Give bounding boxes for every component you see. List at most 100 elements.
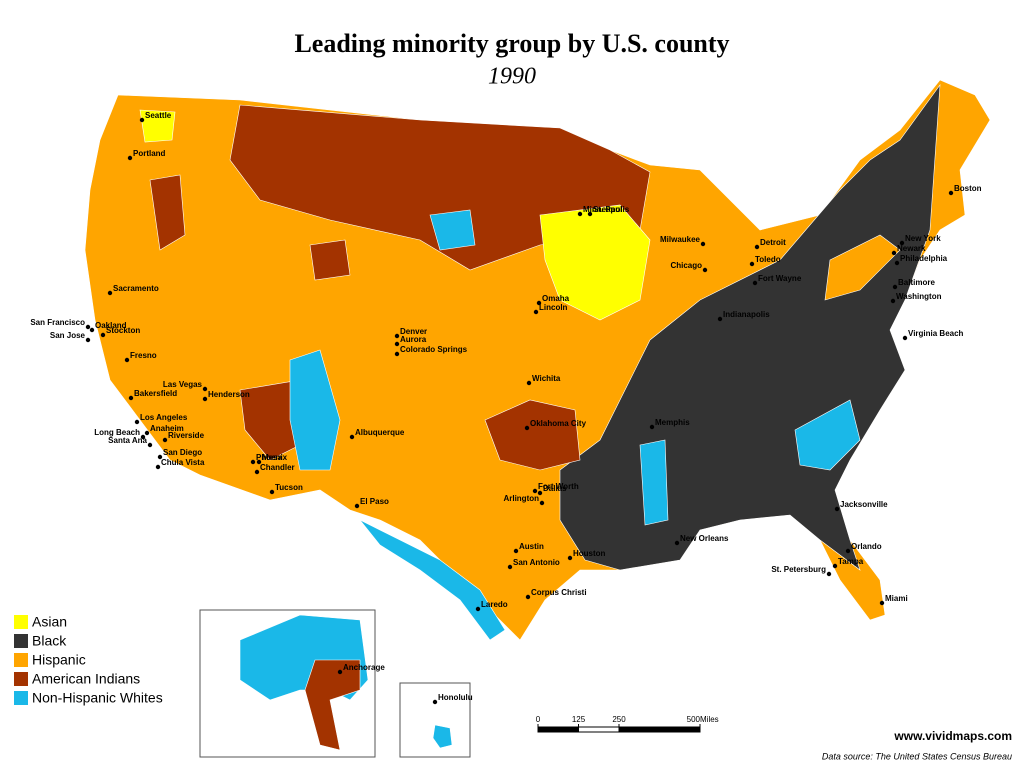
city-dot (256, 459, 262, 465)
scale-segment (619, 727, 700, 732)
city-dot (899, 240, 905, 246)
city-label: Dallas (543, 484, 567, 493)
city-dot (85, 337, 91, 343)
scale-segment (538, 727, 579, 732)
non-hispanic-white-area (794, 399, 861, 471)
city-label: Los Angeles (140, 413, 188, 422)
alaska-indian-area (304, 659, 361, 751)
city-label: Chicago (670, 261, 702, 270)
city-label: Toledo (755, 255, 781, 264)
city-label: Seattle (145, 111, 172, 120)
city-dot (754, 244, 760, 250)
scale-label: 0 (536, 715, 541, 724)
city-dot (700, 241, 706, 247)
city-dot (432, 699, 438, 705)
city-label: Honolulu (438, 693, 473, 702)
city-dot (127, 155, 133, 161)
city-dot (202, 396, 208, 402)
non-hispanic-white-area (289, 349, 341, 471)
city-label: Philadelphia (900, 254, 948, 263)
city-label: Fresno (130, 351, 157, 360)
city-label: Jacksonville (840, 500, 888, 509)
city-dot (533, 309, 539, 315)
city-dot (894, 260, 900, 266)
legend: Asian Black Hispanic American Indians Non-Hi… (14, 614, 163, 706)
city-dot (832, 563, 838, 569)
asian-area (539, 204, 651, 321)
city-dot (394, 333, 400, 339)
city-dot (475, 606, 481, 612)
credit: www.vividmaps.com (893, 729, 1012, 743)
american-indian-area (149, 174, 186, 251)
city-label: Virginia Beach (908, 329, 964, 338)
city-label: Tucson (275, 483, 303, 492)
city-label: Memphis (655, 418, 690, 427)
american-indian-area (309, 239, 351, 281)
city-dot (674, 540, 680, 546)
city-label: Las Vegas (163, 380, 203, 389)
city-label: Riverside (168, 431, 205, 440)
city-label: New York (905, 234, 941, 243)
city-label: Oakland (95, 321, 127, 330)
city-label: Tampa (838, 557, 864, 566)
city-label: Laredo (481, 600, 508, 609)
city-dot (254, 469, 260, 475)
city-dot (349, 434, 355, 440)
city-dot (107, 290, 113, 296)
city-dot (139, 117, 145, 123)
city-label: Albuquerque (355, 428, 405, 437)
us-map (84, 79, 991, 641)
non-hispanic-white-area (639, 439, 669, 526)
city-label: Milwaukee (660, 235, 701, 244)
city-dot (524, 425, 530, 431)
city-label: New Orleans (680, 534, 729, 543)
legend-swatch (14, 653, 28, 667)
city-label: Chandler (260, 463, 295, 472)
city-label: Minneapolis (583, 205, 630, 214)
city-label: Boston (954, 184, 982, 193)
city-dot (507, 564, 513, 570)
hawaii-area (432, 724, 453, 749)
city-label: Miami (885, 594, 908, 603)
legend-swatch (14, 634, 28, 648)
legend-swatch (14, 615, 28, 629)
city-label: Corpus Christi (531, 588, 587, 597)
legend-label: Hispanic (32, 652, 86, 668)
legend-label: American Indians (32, 671, 140, 687)
city-label: Oklahoma City (530, 419, 587, 428)
city-dot (649, 424, 655, 430)
city-label: Austin (519, 542, 544, 551)
legend-label: Asian (32, 614, 67, 630)
city-dot (134, 419, 140, 425)
city-dot (891, 250, 897, 256)
city-dot (394, 341, 400, 347)
city-dot (202, 386, 208, 392)
city-dot (717, 316, 723, 322)
city-label: Chula Vista (161, 458, 205, 467)
city-label: Aurora (400, 335, 427, 344)
scale-unit: Miles (700, 715, 719, 724)
data-source: Data source: The United States Census Bu… (822, 751, 1012, 761)
city-label: Houston (573, 549, 606, 558)
non-hispanic-white-area (359, 519, 506, 641)
city-dot (532, 488, 538, 494)
legend-swatch (14, 691, 28, 705)
city-label: San Antonio (513, 558, 560, 567)
city-dot (577, 211, 583, 217)
city-label: San Jose (50, 331, 86, 340)
city-dot (948, 190, 954, 196)
city-label: Long Beach (94, 428, 140, 437)
city-label: Detroit (760, 238, 786, 247)
scale-label: 250 (612, 715, 626, 724)
city-dot (128, 395, 134, 401)
city-dot (539, 500, 545, 506)
city-dot (567, 555, 573, 561)
legend-swatch (14, 672, 28, 686)
city-labels: Seattle Portland Sacramento San Francisco Oa… (30, 111, 982, 705)
city-label: San Diego (163, 448, 202, 457)
city-dot (124, 357, 130, 363)
city-label: Arlington (503, 494, 539, 503)
city-dot (525, 594, 531, 600)
city-dot (526, 380, 532, 386)
